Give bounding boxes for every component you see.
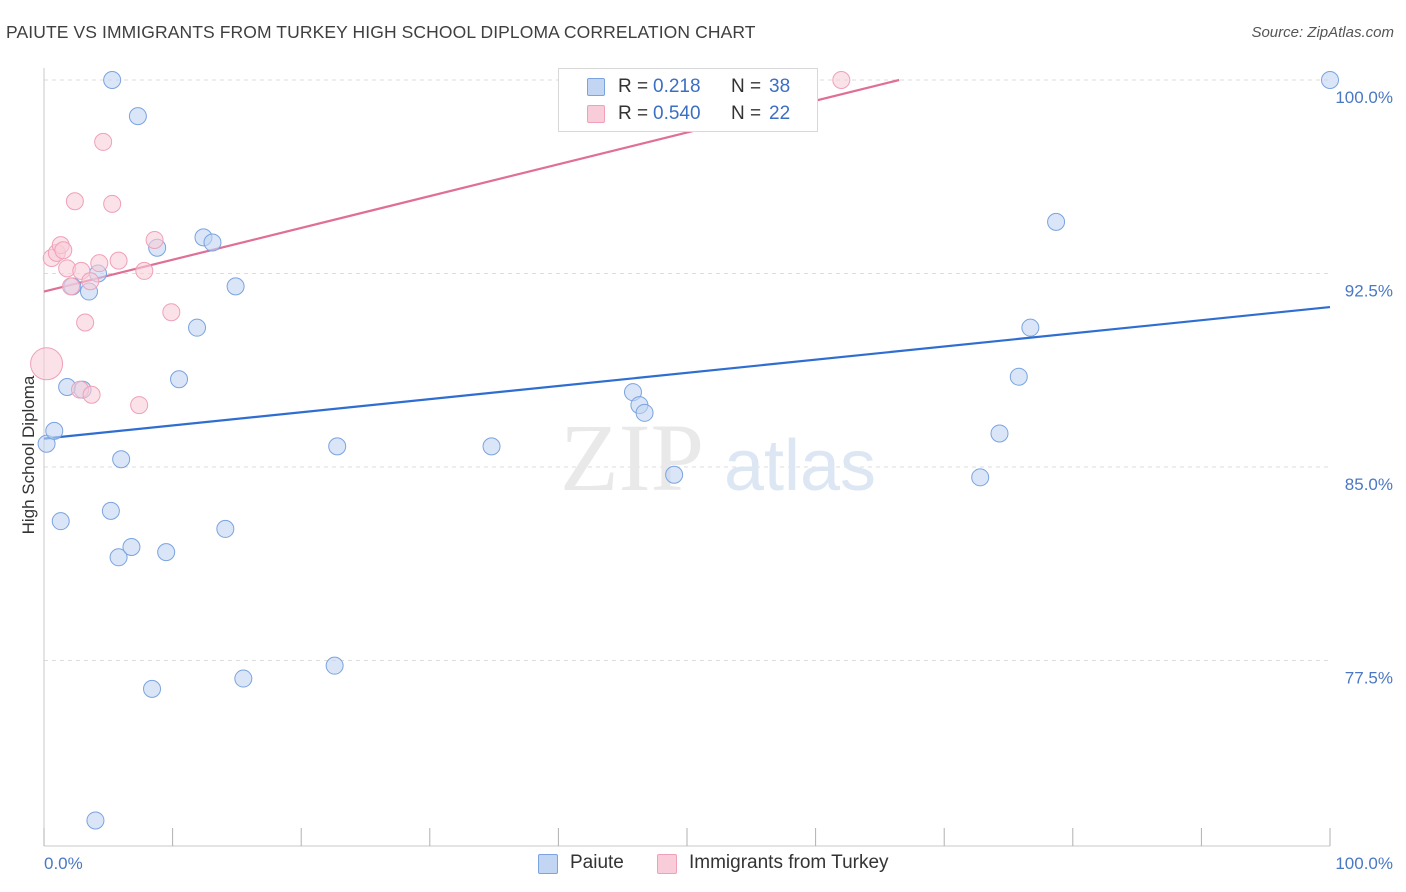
- trend-layer: [43, 78, 1331, 440]
- point-turkey: [90, 254, 109, 273]
- point-turkey: [130, 396, 149, 415]
- y-tick-label: 85.0%: [1345, 475, 1393, 494]
- point-turkey: [65, 192, 84, 211]
- bottom-legend-label-paiute: Paiute: [570, 852, 624, 873]
- point-turkey: [81, 272, 100, 291]
- point-paiute: [45, 421, 64, 440]
- point-paiute: [188, 318, 207, 337]
- point-turkey: [109, 251, 128, 270]
- legend-r-label: R =: [618, 103, 649, 124]
- label-layer: 100.0% 92.5% 85.0% 77.5% 0.0% 100.0%: [44, 88, 1393, 873]
- legend-r-value-paiute: 0.218: [653, 76, 701, 97]
- point-paiute: [635, 403, 654, 422]
- y-tick-label: 92.5%: [1345, 282, 1393, 301]
- point-turkey: [30, 347, 64, 381]
- bottom-legend-label-turkey: Immigrants from Turkey: [689, 852, 889, 873]
- legend-n-value-paiute: 38: [769, 76, 791, 97]
- point-paiute: [170, 370, 189, 389]
- point-paiute: [325, 656, 344, 675]
- point-paiute: [990, 424, 1009, 443]
- point-paiute: [1321, 71, 1339, 89]
- points-layer: [30, 71, 1339, 830]
- bottom-legend-swatch-paiute: [538, 854, 558, 874]
- point-turkey: [62, 277, 81, 296]
- point-paiute: [482, 437, 501, 456]
- point-paiute: [86, 811, 105, 830]
- bottom-legend-swatch-turkey: [657, 854, 677, 874]
- point-paiute: [328, 437, 347, 456]
- legend-row-paiute: R = 0.218 N = 38: [559, 74, 817, 102]
- point-paiute: [971, 468, 990, 487]
- point-turkey: [103, 194, 122, 213]
- point-paiute: [1047, 212, 1066, 231]
- point-paiute: [109, 548, 128, 567]
- correlation-legend: R = 0.218 N = 38 R = 0.540 N = 22: [558, 68, 818, 132]
- point-paiute: [112, 450, 131, 469]
- point-paiute: [143, 679, 162, 698]
- chart-source: Source: ZipAtlas.com: [1251, 24, 1394, 41]
- point-paiute: [216, 519, 235, 538]
- point-paiute: [226, 277, 245, 296]
- point-paiute: [203, 233, 222, 252]
- point-paiute: [1009, 367, 1028, 386]
- watermark-zip: ZIP: [560, 404, 704, 511]
- point-turkey: [162, 303, 181, 322]
- legend-swatch-paiute: [587, 78, 605, 96]
- point-paiute: [1021, 318, 1040, 337]
- axis-layer: [43, 68, 1331, 847]
- point-turkey: [832, 71, 851, 89]
- legend-n-label: N =: [731, 103, 762, 124]
- point-paiute: [101, 501, 120, 520]
- legend-row-turkey: R = 0.540 N = 22: [559, 101, 817, 129]
- watermark: ZIP atlas: [560, 404, 876, 511]
- x-tick-label-right: 100.0%: [1335, 854, 1393, 873]
- point-turkey: [82, 385, 101, 404]
- point-paiute: [665, 465, 684, 484]
- point-turkey: [94, 132, 113, 151]
- legend-n-value-turkey: 22: [769, 103, 791, 124]
- point-paiute: [51, 512, 70, 531]
- x-tick-label-left: 0.0%: [44, 854, 83, 873]
- y-tick-label: 100.0%: [1335, 88, 1393, 107]
- chart-title: PAIUTE VS IMMIGRANTS FROM TURKEY HIGH SC…: [6, 22, 756, 42]
- legend-r-label: R =: [618, 76, 649, 97]
- point-turkey: [76, 313, 95, 332]
- legend-r-value-turkey: 0.540: [653, 103, 701, 124]
- point-paiute: [122, 537, 141, 556]
- point-turkey: [145, 230, 164, 249]
- legend-n-label: N =: [731, 76, 762, 97]
- legend-swatch-turkey: [587, 105, 605, 123]
- point-paiute: [103, 71, 122, 89]
- point-paiute: [128, 107, 147, 126]
- trendline-paiute: [43, 305, 1331, 440]
- point-paiute: [157, 543, 176, 562]
- point-paiute: [234, 669, 253, 688]
- y-tick-label: 77.5%: [1345, 669, 1393, 688]
- grid-layer: [44, 79, 1330, 661]
- point-turkey: [135, 261, 154, 280]
- watermark-atlas: atlas: [724, 426, 876, 506]
- point-turkey: [54, 241, 73, 260]
